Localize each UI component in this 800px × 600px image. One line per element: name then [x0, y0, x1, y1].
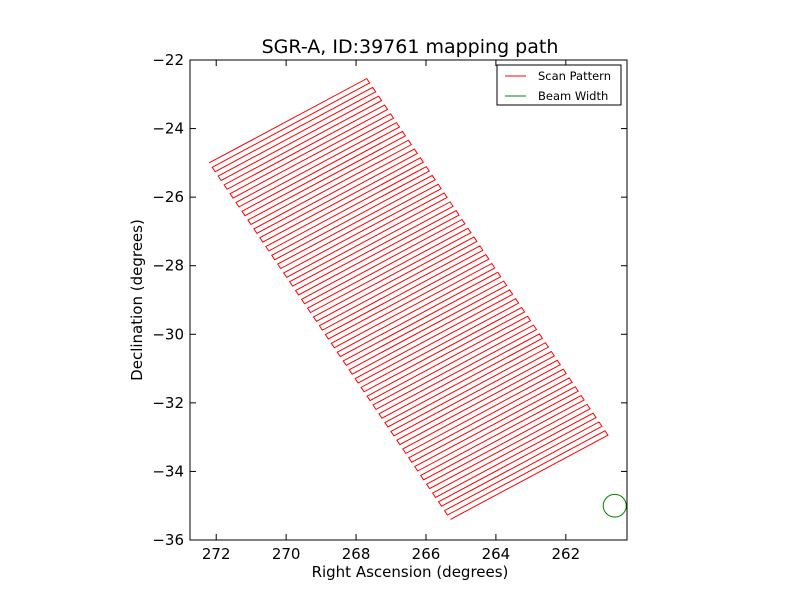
- x-axis-label: Right Ascension (degrees): [312, 563, 509, 581]
- y-tick-label: −30: [152, 325, 184, 343]
- legend-label-scan-pattern: Scan Pattern: [538, 69, 611, 83]
- series-layer: [208, 77, 627, 520]
- beam-width-circle: [602, 493, 627, 518]
- plot-frame: [189, 59, 628, 541]
- x-tick-label: 264: [482, 545, 511, 563]
- x-tick-label: 262: [551, 545, 580, 563]
- x-tick-label: 266: [412, 545, 441, 563]
- tick-labels-layer: 272 270 268 266 264 262 −22 −24 −26 −28 −30 −32 −34 −…: [152, 51, 580, 563]
- y-tick-label: −34: [152, 462, 184, 480]
- y-tick-label: −32: [152, 394, 184, 412]
- ticks-layer: [190, 59, 627, 541]
- chart-title: SGR-A, ID:39761 mapping path: [262, 36, 559, 58]
- y-tick-label: −22: [152, 51, 184, 69]
- y-tick-label: −28: [152, 257, 184, 275]
- legend-label-beam-width: Beam Width: [538, 89, 608, 103]
- y-tick-label: −26: [152, 188, 184, 206]
- y-tick-label: −36: [152, 531, 184, 549]
- x-tick-label: 270: [272, 545, 301, 563]
- legend-box: [496, 64, 622, 106]
- legend: Scan Pattern Beam Width: [496, 64, 622, 106]
- plot-area: [190, 60, 627, 540]
- x-tick-label: 272: [202, 545, 231, 563]
- x-tick-label: 268: [342, 545, 371, 563]
- y-axis-label: Declination (degrees): [128, 219, 146, 381]
- y-tick-label: −24: [152, 120, 184, 138]
- scan-pattern-line: [208, 77, 609, 520]
